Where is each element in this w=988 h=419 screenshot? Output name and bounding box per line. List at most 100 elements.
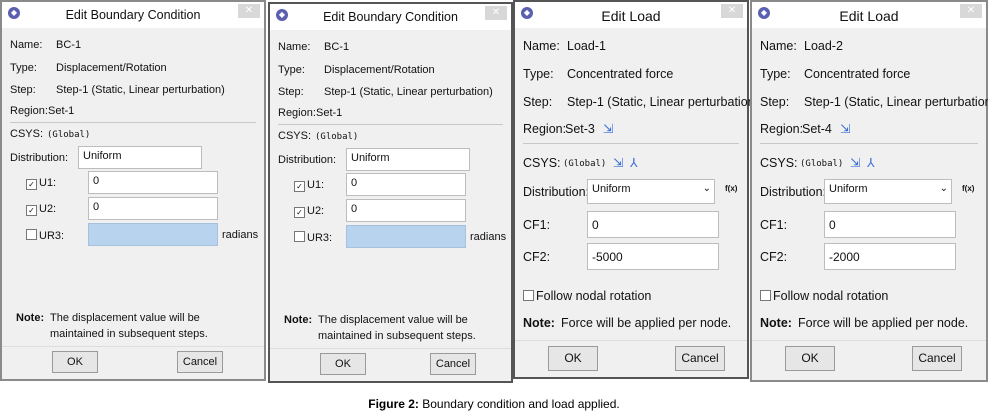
step-value: Step-1 (Static, Linear perturbation) <box>567 95 759 109</box>
button-divider <box>270 348 511 349</box>
fx-button[interactable]: f(x) <box>725 184 738 193</box>
title-bar: ◆ Edit Boundary Condition ✕ <box>2 2 264 28</box>
u1-checkbox[interactable]: ✓ U1: <box>26 177 56 190</box>
csys-label: CSYS: <box>278 130 312 142</box>
select-csys-icon[interactable]: ⇲ <box>613 156 624 170</box>
close-button[interactable]: ✕ <box>485 6 507 20</box>
ok-button[interactable]: OK <box>52 351 98 373</box>
title-bar: ◆ Edit Load ✕ <box>752 2 986 28</box>
ur3-label: UR3: <box>307 232 333 244</box>
u2-input[interactable]: 0 <box>88 197 218 220</box>
step-label: Step: <box>10 84 36 96</box>
type-value: Concentrated force <box>567 67 674 81</box>
u1-input[interactable]: 0 <box>88 171 218 194</box>
title-bar: ◆ Edit Load ✕ <box>515 2 747 28</box>
ur3-input[interactable] <box>88 223 218 246</box>
note-label: Note: <box>284 314 313 326</box>
cancel-button[interactable]: Cancel <box>675 346 725 371</box>
ok-button[interactable]: OK <box>320 353 366 375</box>
distribution-value: Uniform <box>829 183 868 195</box>
name-value: BC-1 <box>56 39 82 51</box>
note-line-1: The displacement value will be <box>50 312 200 324</box>
select-region-icon[interactable]: ⇲ <box>603 122 614 136</box>
note-label: Note: <box>16 312 45 324</box>
region-value: Set-1 <box>316 107 343 119</box>
divider <box>523 143 739 144</box>
checkbox-icon: ✓ <box>26 179 37 190</box>
cancel-button[interactable]: Cancel <box>177 351 223 373</box>
divider <box>760 143 978 144</box>
create-csys-icon[interactable]: ⅄ <box>630 156 638 170</box>
csys-label: CSYS: <box>10 128 44 140</box>
note-line-2: maintained in subsequent steps. <box>50 328 208 340</box>
create-csys-icon[interactable]: ⅄ <box>867 156 875 170</box>
u2-input[interactable]: 0 <box>346 199 466 222</box>
name-label: Name: <box>760 39 797 53</box>
follow-nodal-rotation-label: Follow nodal rotation <box>536 289 652 303</box>
follow-nodal-rotation-checkbox[interactable]: Follow nodal rotation <box>760 289 888 303</box>
cf1-input[interactable]: 0 <box>587 211 719 238</box>
chevron-down-icon: ⌄ <box>939 183 948 194</box>
name-label: Name: <box>278 41 311 53</box>
cf2-input[interactable]: -5000 <box>587 243 719 270</box>
type-label: Type: <box>760 67 791 81</box>
distribution-label: Distribution: <box>278 154 337 166</box>
distribution-field[interactable]: Uniform <box>346 148 470 171</box>
type-value: Displacement/Rotation <box>324 64 435 76</box>
edit-load-dialog-2: ◆ Edit Load ✕ Name: Load-2 Type: Concent… <box>750 0 988 382</box>
distribution-select[interactable]: Uniform ⌄ <box>587 179 715 204</box>
step-label: Step: <box>278 86 304 98</box>
region-label: Region: <box>523 122 567 136</box>
u1-checkbox[interactable]: ✓ U1: <box>294 179 324 192</box>
cf1-input[interactable]: 0 <box>824 211 956 238</box>
app-icon: ◆ <box>521 7 533 19</box>
follow-nodal-rotation-checkbox[interactable]: Follow nodal rotation <box>523 289 651 303</box>
distribution-select[interactable]: Uniform ⌄ <box>824 179 952 204</box>
cf2-label: CF2: <box>760 250 788 264</box>
region-label: Region: <box>760 122 804 136</box>
edit-boundary-condition-dialog-1: ◆ Edit Boundary Condition ✕ Name: BC-1 T… <box>0 0 266 381</box>
ok-button[interactable]: OK <box>785 346 835 371</box>
step-value: Step-1 (Static, Linear perturbation) <box>56 84 225 96</box>
u2-label: U2: <box>39 203 57 215</box>
chevron-down-icon: ⌄ <box>702 183 711 194</box>
name-value: BC-1 <box>324 41 350 53</box>
u2-checkbox[interactable]: ✓ U2: <box>294 205 324 218</box>
dialog-title: Edit Boundary Condition <box>65 8 201 22</box>
distribution-field[interactable]: Uniform <box>78 146 202 169</box>
cf2-input[interactable]: -2000 <box>824 243 956 270</box>
fx-button[interactable]: f(x) <box>962 184 975 193</box>
ur3-checkbox[interactable]: UR3: <box>26 229 64 242</box>
select-csys-icon[interactable]: ⇲ <box>850 156 861 170</box>
cancel-button[interactable]: Cancel <box>912 346 962 371</box>
cf1-label: CF1: <box>523 218 551 232</box>
distribution-label: Distribution: <box>760 185 826 199</box>
csys-value: (Global) <box>47 130 91 140</box>
close-button[interactable]: ✕ <box>960 4 982 18</box>
checkbox-icon: ✓ <box>294 181 305 192</box>
close-button[interactable]: ✕ <box>721 4 743 18</box>
ur3-input[interactable] <box>346 225 466 248</box>
region-value: Set-1 <box>48 105 75 117</box>
divider <box>278 124 503 125</box>
cf1-label: CF1: <box>760 218 788 232</box>
type-value: Concentrated force <box>804 67 911 81</box>
u1-input[interactable]: 0 <box>346 173 466 196</box>
close-button[interactable]: ✕ <box>238 4 260 18</box>
cf2-label: CF2: <box>523 250 551 264</box>
checkbox-icon: ✓ <box>26 205 37 216</box>
select-region-icon[interactable]: ⇲ <box>840 122 851 136</box>
csys-value: (Global) <box>315 132 359 142</box>
u2-checkbox[interactable]: ✓ U2: <box>26 203 56 216</box>
u2-label: U2: <box>307 205 325 217</box>
dialog-title: Edit Boundary Condition <box>323 10 458 24</box>
cancel-button[interactable]: Cancel <box>430 353 476 375</box>
ur3-unit: radians <box>470 231 507 243</box>
ur3-checkbox[interactable]: UR3: <box>294 231 332 244</box>
checkbox-icon: ✓ <box>294 207 305 218</box>
button-divider <box>2 346 264 347</box>
ok-button[interactable]: OK <box>548 346 598 371</box>
u1-label: U1: <box>307 179 325 191</box>
dialog-title: Edit Load <box>601 8 661 24</box>
app-icon: ◆ <box>8 7 20 19</box>
